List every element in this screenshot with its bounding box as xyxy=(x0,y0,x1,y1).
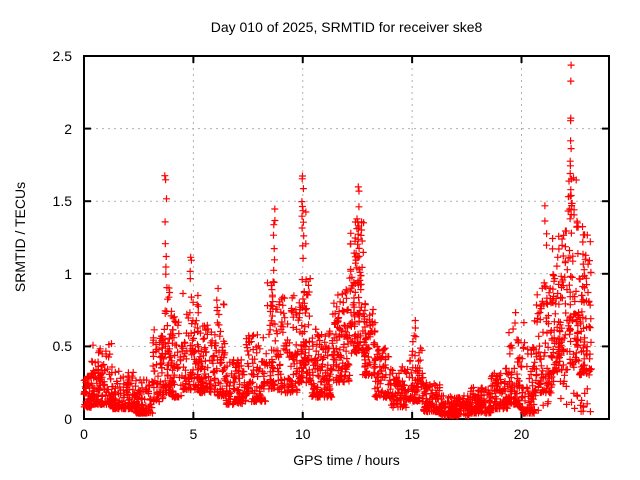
scatter-points xyxy=(80,61,595,420)
y-tick-label: 1.5 xyxy=(52,193,72,210)
x-tick-label: 20 xyxy=(513,426,530,442)
chart-title: Day 010 of 2025, SRMTID for receiver ske… xyxy=(210,19,483,35)
x-tick-label: 5 xyxy=(189,426,198,442)
y-tick-label: 1 xyxy=(64,265,72,282)
x-tick-label: 15 xyxy=(404,426,420,442)
x-axis-label: GPS time / hours xyxy=(293,452,400,468)
grid-lines xyxy=(84,56,609,419)
y-tick-label: 2 xyxy=(64,120,72,137)
plot-border xyxy=(83,55,610,420)
x-tick-label: 10 xyxy=(294,426,311,442)
y-tick-label: 0 xyxy=(64,411,72,427)
y-tick-label: 2.5 xyxy=(52,48,72,64)
x-tick-label: 0 xyxy=(80,426,88,442)
y-tick-label: 0.5 xyxy=(52,338,72,355)
axis-tick-marks xyxy=(83,55,609,420)
